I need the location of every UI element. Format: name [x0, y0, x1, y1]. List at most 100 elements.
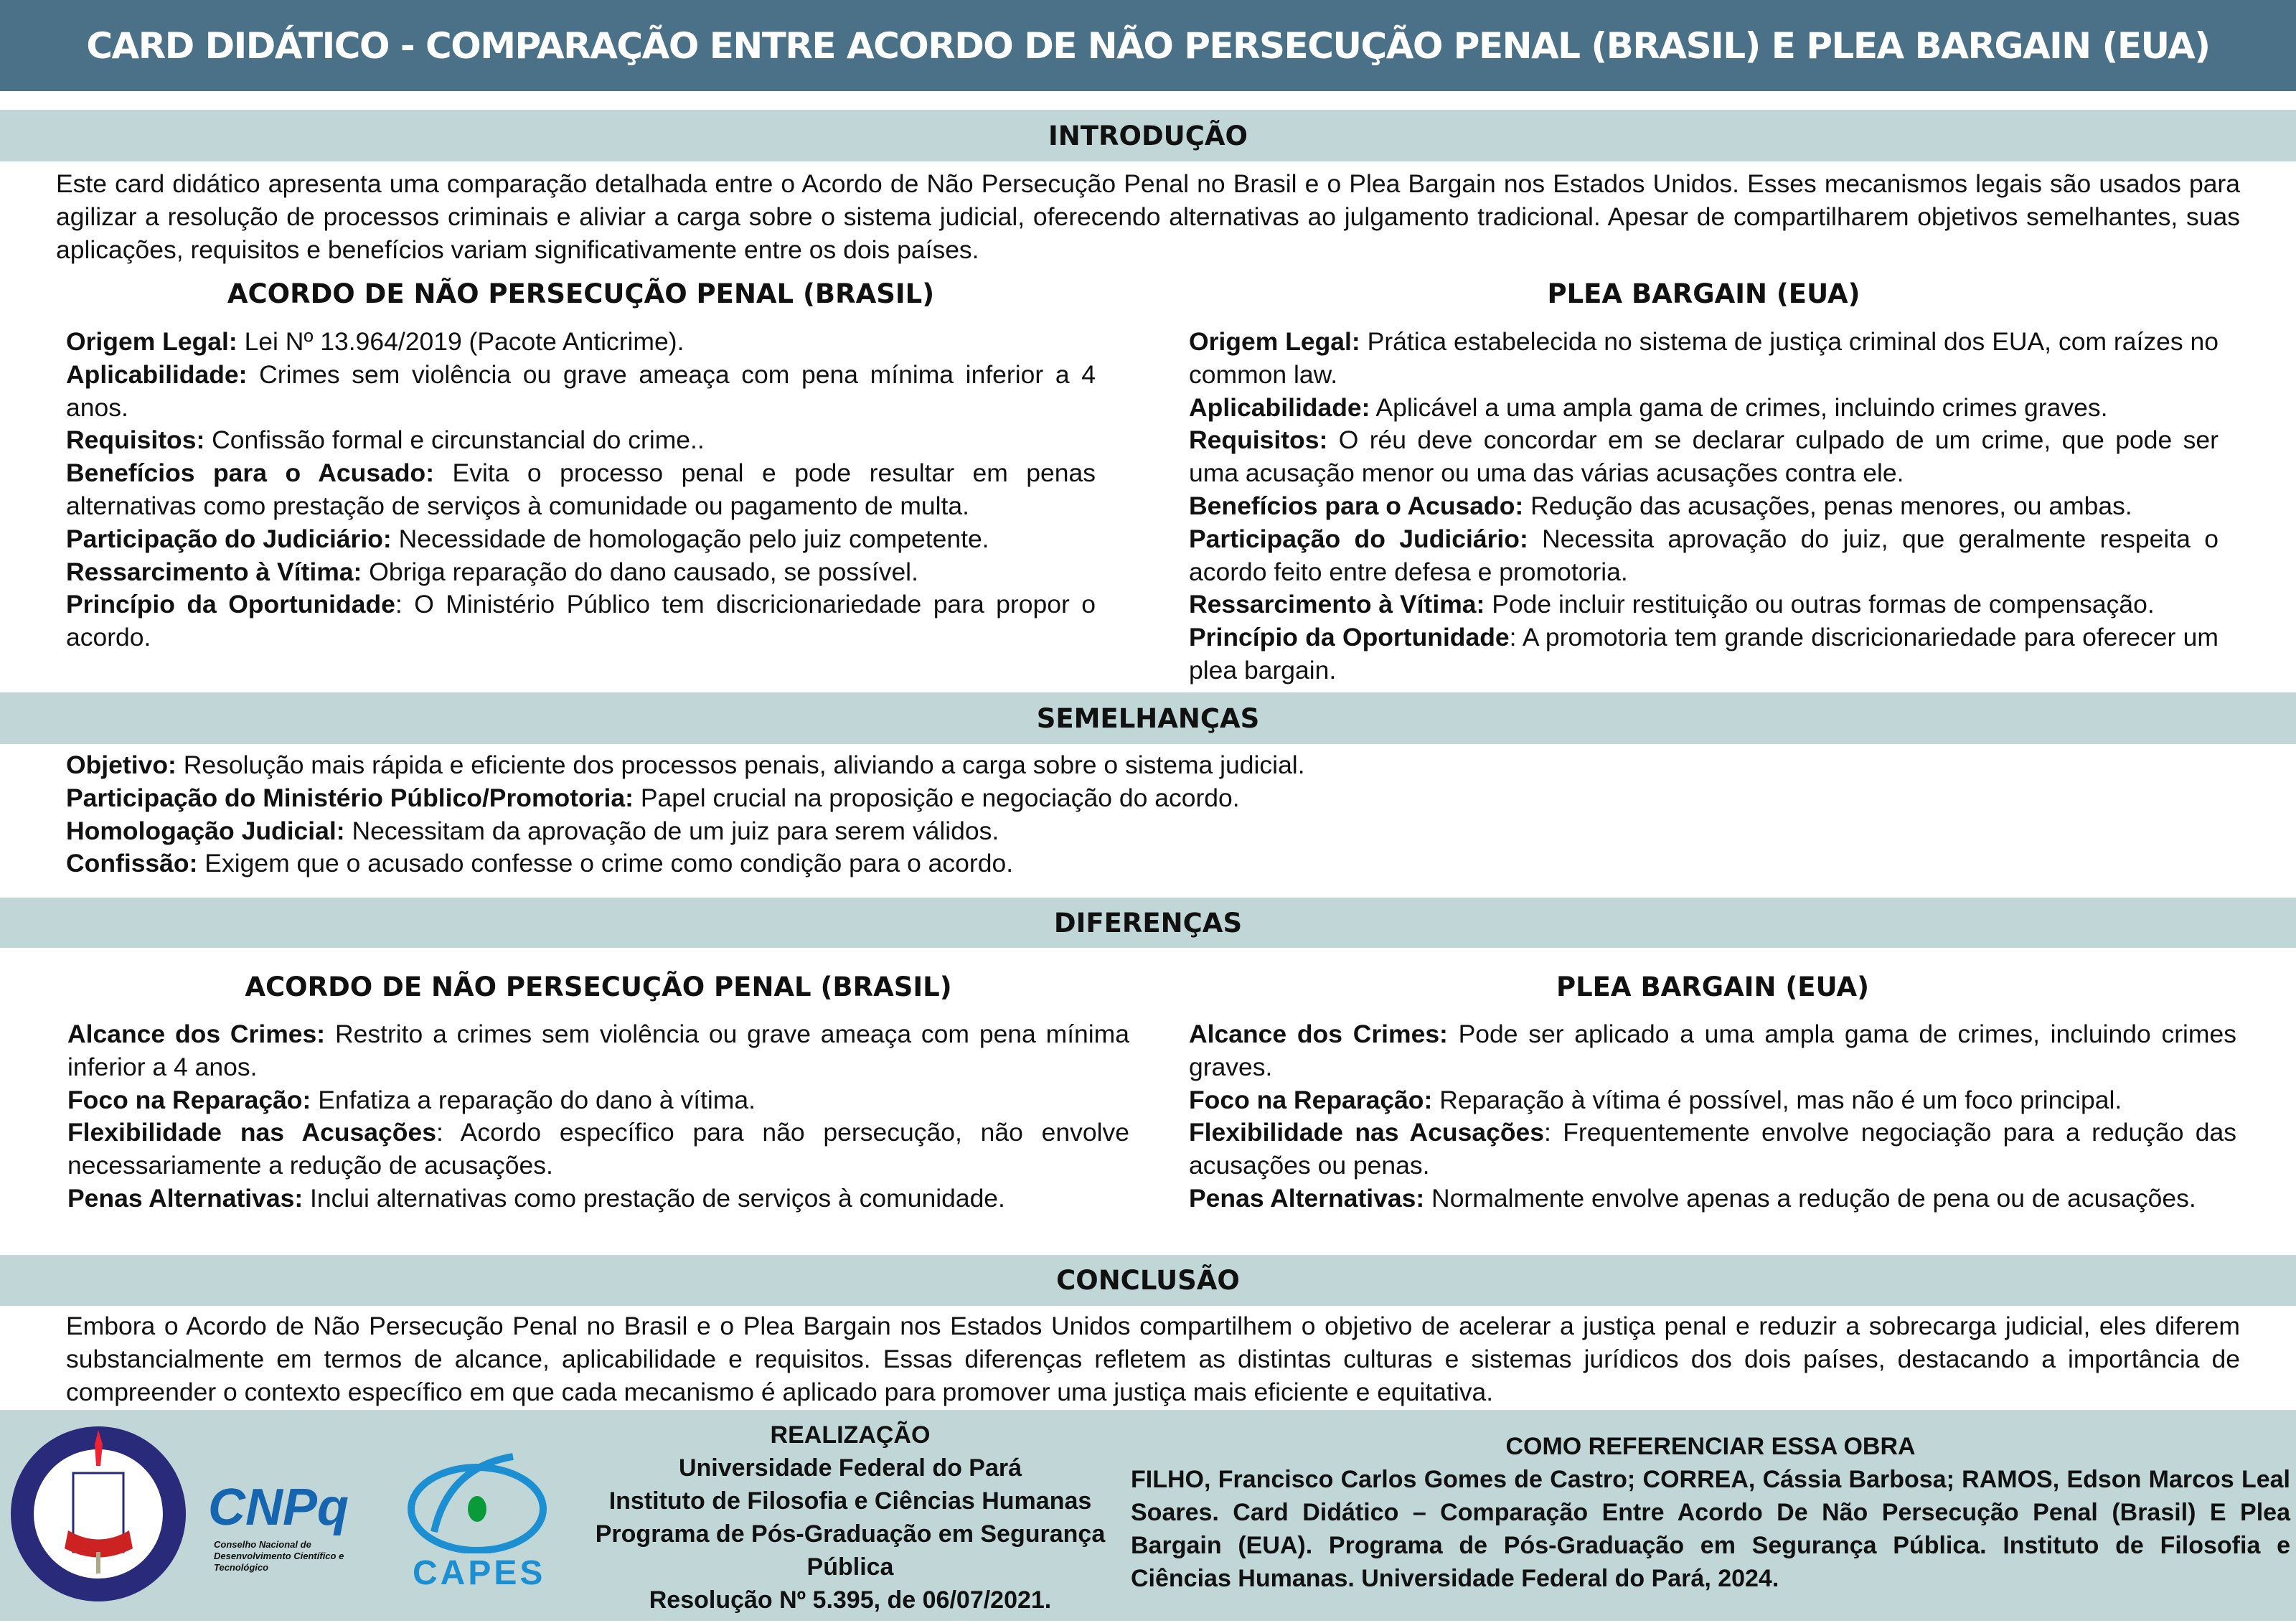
realizacao-line: Instituto de Filosofia e Ciências Humana… [608, 1487, 1092, 1515]
differences-left-heading: ACORDO DE NÃO PERSECUÇÃO PENAL (BRASIL) [245, 972, 952, 1002]
item-text: Prática estabelecida no sistema de justi… [1189, 327, 2219, 389]
item-label: Penas Alternativas: [1189, 1183, 1425, 1213]
list-item: Princípio da Oportunidade: A promotoria … [1189, 621, 2219, 687]
item-label: Confissão: [66, 849, 198, 878]
list-item: Objetivo: Resolução mais rápida e eficie… [66, 749, 2240, 782]
section-heading-conclusao: CONCLUSÃO [0, 1255, 2296, 1306]
list-item: Alcance dos Crimes: Pode ser aplicado a … [1189, 1018, 2236, 1084]
item-text: Exigem que o acusado confesse o crime co… [197, 849, 1014, 878]
item-text: Resolução mais rápida e eficiente dos pr… [176, 751, 1305, 779]
item-text: Inclui alternativas como prestação de se… [303, 1183, 1005, 1213]
list-item: Ressarcimento à Vítima: Pode incluir res… [1189, 588, 2219, 621]
cnpq-logo: CNPq [208, 1479, 349, 1536]
overview-right-heading: PLEA BARGAIN (EUA) [1547, 278, 1860, 309]
item-label: Aplicabilidade: [66, 359, 248, 389]
section-heading-semelhancas: SEMELHANÇAS [0, 692, 2296, 744]
similarities-list: Objetivo: Resolução mais rápida e eficie… [66, 749, 2240, 880]
differences-right-list: Alcance dos Crimes: Pode ser aplicado a … [1189, 1018, 2236, 1215]
page-title: CARD DIDÁTICO - COMPARAÇÃO ENTRE ACORDO … [0, 0, 2296, 91]
list-item: Origem Legal: Lei Nº 13.964/2019 (Pacote… [66, 326, 1096, 359]
list-item: Flexibilidade nas Acusações: Acordo espe… [67, 1116, 1129, 1182]
list-item: Requisitos: Confissão formal e circunsta… [66, 424, 1096, 457]
item-text: Restrito a crimes sem violência ou grave… [67, 1020, 1130, 1081]
differences-left-list: Alcance dos Crimes: Restrito a crimes se… [67, 1018, 1129, 1215]
item-label: Alcance dos Crimes: [1189, 1020, 1448, 1048]
item-text: O réu deve concordar em se declarar culp… [1189, 425, 2219, 488]
list-item: Participação do Judiciário: Necessidade … [66, 523, 1096, 556]
item-label: Ressarcimento à Vítima: [1189, 590, 1485, 619]
differences-right-heading: PLEA BARGAIN (EUA) [1556, 972, 1870, 1002]
item-text: : O Ministério Público tem discricionari… [66, 590, 1096, 652]
conclusion-text: Embora o Acordo de Não Persecução Penal … [66, 1312, 2240, 1406]
item-text: Necessitam da aprovação de um juiz para … [344, 816, 999, 845]
item-text: Obriga reparação do dano causado, se pos… [362, 557, 918, 586]
ufpa-seal-logo [11, 1426, 186, 1601]
list-item: Foco na Reparação: Reparação à vítima é … [1189, 1084, 2236, 1117]
item-text: Enfatiza a reparação do dano à vítima. [311, 1085, 756, 1114]
list-item: Origem Legal: Prática estabelecida no si… [1189, 326, 2219, 392]
item-label: Benefícios para o Acusado: [1189, 491, 1524, 520]
item-label: Flexibilidade nas Acusações [67, 1118, 436, 1147]
list-item: Penas Alternativas: Inclui alternativas … [67, 1182, 1129, 1215]
reference-heading: COMO REFERENCIAR ESSA OBRA [1505, 1433, 1916, 1460]
list-item: Requisitos: O réu deve concordar em se d… [1189, 424, 2219, 490]
item-label: Ressarcimento à Vítima: [66, 557, 362, 586]
list-item: Princípio da Oportunidade: O Ministério … [66, 588, 1096, 654]
item-text: Pode incluir restituição ou outras forma… [1485, 590, 2155, 619]
overview-left-list: Origem Legal: Lei Nº 13.964/2019 (Pacote… [66, 326, 1096, 654]
item-label: Requisitos: [1189, 425, 1328, 455]
item-label: Princípio da Oportunidade [66, 590, 395, 619]
realizacao-heading: REALIZAÇÃO [770, 1421, 931, 1449]
realizacao-block: REALIZAÇÃO Universidade Federal do Pará … [574, 1419, 1126, 1617]
item-text: Pode ser aplicado a uma ampla gama de cr… [1189, 1020, 2237, 1081]
capes-logo-text: CAPES [413, 1554, 546, 1592]
item-label: Foco na Reparação: [67, 1085, 311, 1114]
item-text: Necessita aprovação do juiz, que geralme… [1189, 524, 2219, 586]
item-text: Normalmente envolve apenas a redução de … [1424, 1183, 2196, 1213]
item-label: Penas Alternativas: [67, 1183, 304, 1213]
intro-text: Este card didático apresenta uma compara… [56, 169, 2240, 264]
list-item: Foco na Reparação: Enfatiza a reparação … [67, 1084, 1129, 1117]
overview-right-list: Origem Legal: Prática estabelecida no si… [1189, 326, 2219, 687]
list-item: Flexibilidade nas Acusações: Frequenteme… [1189, 1116, 2236, 1182]
capes-logo-mark [408, 1453, 547, 1553]
section-heading-introducao: INTRODUÇÃO [0, 110, 2296, 161]
item-label: Participação do Judiciário: [66, 524, 392, 553]
item-text: Reparação à vítima é possível, mas não é… [1432, 1085, 2122, 1114]
list-item: Participação do Ministério Público/Promo… [66, 782, 2240, 815]
item-text: Crimes sem violência ou grave ameaça com… [66, 359, 1096, 422]
item-label: Alcance dos Crimes: [67, 1020, 326, 1048]
item-text: : Frequentemente envolve negociação para… [1189, 1118, 2237, 1180]
list-item: Ressarcimento à Vítima: Obriga reparação… [66, 556, 1096, 589]
cnpq-subtitle: Conselho Nacional de Desenvolvimento Cie… [214, 1539, 344, 1573]
item-label: Origem Legal: [66, 327, 237, 356]
list-item: Participação do Judiciário: Necessita ap… [1189, 523, 2219, 589]
item-text: Confissão formal e circunstancial do cri… [204, 425, 705, 455]
item-text: Aplicável a uma ampla gama de crimes, in… [1370, 392, 2108, 422]
item-label: Homologação Judicial: [66, 816, 345, 845]
item-label: Flexibilidade nas Acusações [1189, 1118, 1545, 1147]
list-item: Homologação Judicial: Necessitam da apro… [66, 815, 2240, 848]
item-label: Requisitos: [66, 425, 205, 455]
section-heading-diferencas: DIFERENÇAS [0, 898, 2296, 948]
item-text: Lei Nº 13.964/2019 (Pacote Anticrime). [237, 327, 684, 356]
item-text: : Acordo específico para não persecução,… [67, 1118, 1130, 1180]
item-label: Participação do Ministério Público/Promo… [66, 783, 634, 812]
list-item: Aplicabilidade: Aplicável a uma ampla ga… [1189, 392, 2219, 425]
reference-block: COMO REFERENCIAR ESSA OBRA FILHO, Franci… [1131, 1430, 2290, 1595]
list-item: Benefícios para o Acusado: Redução das a… [1189, 490, 2219, 523]
list-item: Confissão: Exigem que o acusado confesse… [66, 847, 2240, 880]
item-text: : A promotoria tem grande discricionarie… [1189, 623, 2219, 685]
realizacao-line: Resolução Nº 5.395, de 06/07/2021. [649, 1586, 1052, 1614]
footer: CNPq Conselho Nacional de Desenvolviment… [0, 1410, 2296, 1621]
item-text: Evita o processo penal e pode resultar e… [66, 458, 1096, 520]
item-text: Redução das acusações, penas menores, ou… [1523, 491, 2132, 520]
reference-text: FILHO, Francisco Carlos Gomes de Castro;… [1131, 1466, 2290, 1592]
realizacao-line: Universidade Federal do Pará [678, 1454, 1022, 1482]
list-item: Alcance dos Crimes: Restrito a crimes se… [67, 1018, 1129, 1084]
overview-left-heading: ACORDO DE NÃO PERSECUÇÃO PENAL (BRASIL) [227, 278, 935, 309]
item-label: Aplicabilidade: [1189, 392, 1370, 422]
list-item: Aplicabilidade: Crimes sem violência ou … [66, 359, 1096, 425]
item-label: Participação do Judiciário: [1189, 524, 1528, 553]
item-label: Foco na Reparação: [1189, 1085, 1433, 1114]
